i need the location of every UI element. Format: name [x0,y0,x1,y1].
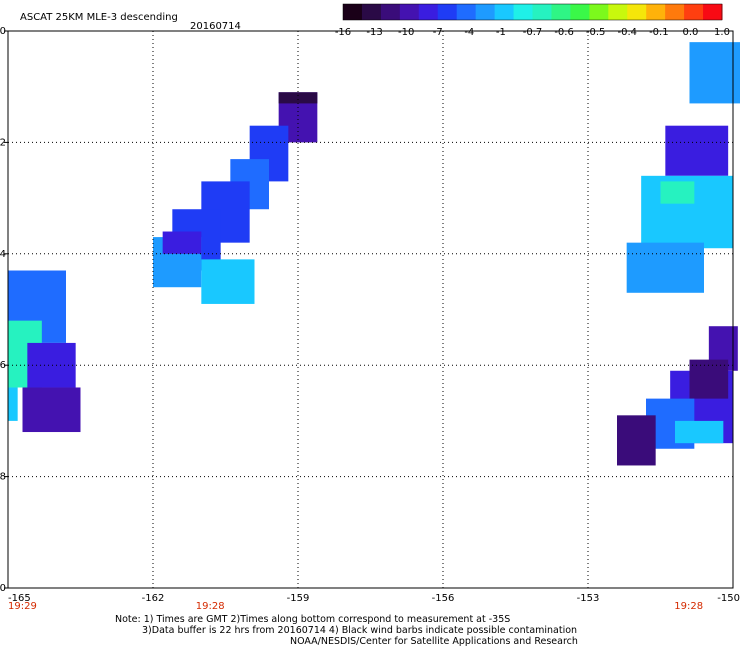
colorbar-swatch [437,4,458,20]
colorbar-tick-label: -0.7 [523,27,543,38]
lat-tick-label: -40 [0,583,6,594]
product-date: 20160714 [190,21,241,32]
note-line-2: 3)Data buffer is 22 hrs from 20160714 4)… [142,625,578,636]
lon-tick-label: -165 [8,593,31,604]
colorbar-swatch [551,4,571,20]
lon-tick-label: -156 [432,593,455,604]
colorbar-swatch [532,4,552,20]
swath-cell [626,242,704,293]
colorbar-swatch [665,4,685,20]
colorbar-tick-label: -7 [433,27,443,38]
colorbar-swatch [589,4,609,20]
lon-tick-label: -162 [142,593,165,604]
swath-cell [617,415,656,466]
colorbar-frame [342,3,723,21]
lon-tick-label: -150 [717,593,740,604]
colorbar-swatch [513,4,533,20]
colorbar-swatch [456,4,477,20]
colorbar-swatch [627,4,647,20]
lat-tick-label: -36 [0,360,6,371]
colorbar-swatch [418,4,439,20]
lon-tick-label: -153 [577,593,600,604]
swath-cell [689,42,740,104]
colorbar-swatch [646,4,666,20]
lon-tick-label: -159 [287,593,310,604]
colorbar-swatch [343,4,363,20]
swath-cell [675,420,724,444]
colorbar-tick-label: -1 [496,27,506,38]
colorbar-tick-label: -10 [398,27,414,38]
swath-cell [162,231,202,254]
swath-cell [201,259,255,304]
wind-swath-layer [8,42,740,466]
colorbar-swatch [570,4,590,20]
note-line-3: NOAA/NESDIS/Center for Satellite Applica… [290,636,578,647]
colorbar-swatch [380,4,401,20]
lat-tick-label: -32 [0,137,6,148]
swath-cell [278,92,318,104]
colorbar-tick-label: -0.1 [649,27,669,38]
footnote: Note: 1) Times are GMT 2)Times along bot… [0,614,740,647]
colorbar-swatch [399,4,420,20]
colorbar-tick-label: -0.6 [554,27,574,38]
swath-cell [689,359,729,399]
colorbar-swatch [608,4,628,20]
colorbar-tick-label: -4 [464,27,474,38]
axis-labels: -30 -32 -34 -36 -38 -40-165 -162 -159 -156 -153 -1… [0,26,740,612]
colorbar-tick-label: -0.5 [586,27,606,38]
plot-frame [7,30,734,589]
colorbar-swatch [494,4,515,20]
colorbar-swatch [475,4,496,20]
lat-lon-grid [8,31,733,588]
note-line-1: Note: 1) Times are GMT 2)Times along bot… [115,614,511,625]
map-plot-area [7,30,740,589]
colorbar-swatch [703,4,723,20]
pass-time-label: 19:28 [674,601,703,612]
colorbar-tick-label: 0.0 [682,27,698,38]
colorbar: -16 -13 -10 -7 -4 -1 -0.7 -0.6 -0.5 -0.4 -0.1 0.0 1.… [335,3,730,38]
colorbar-swatch [684,4,704,20]
swath-cell [27,342,76,388]
product-title: ASCAT 25KM MLE-3 descending [20,12,178,23]
lat-tick-label: -30 [0,26,6,37]
swath-cell [8,387,18,421]
colorbar-tick-label: 1.0 [714,27,730,38]
lat-tick-label: -38 [0,472,6,483]
swath-cell [660,181,695,204]
pass-time-label: 19:28 [196,601,225,612]
lat-tick-label: -34 [0,249,6,260]
colorbar-swatch [361,4,382,20]
colorbar-tick-label: -0.4 [617,27,637,38]
swath-cell [22,387,81,433]
swath-cell [665,125,729,176]
colorbar-tick-label: -13 [366,27,382,38]
pass-time-label: 19:29 [8,601,37,612]
colorbar-tick-label: -16 [335,27,351,38]
